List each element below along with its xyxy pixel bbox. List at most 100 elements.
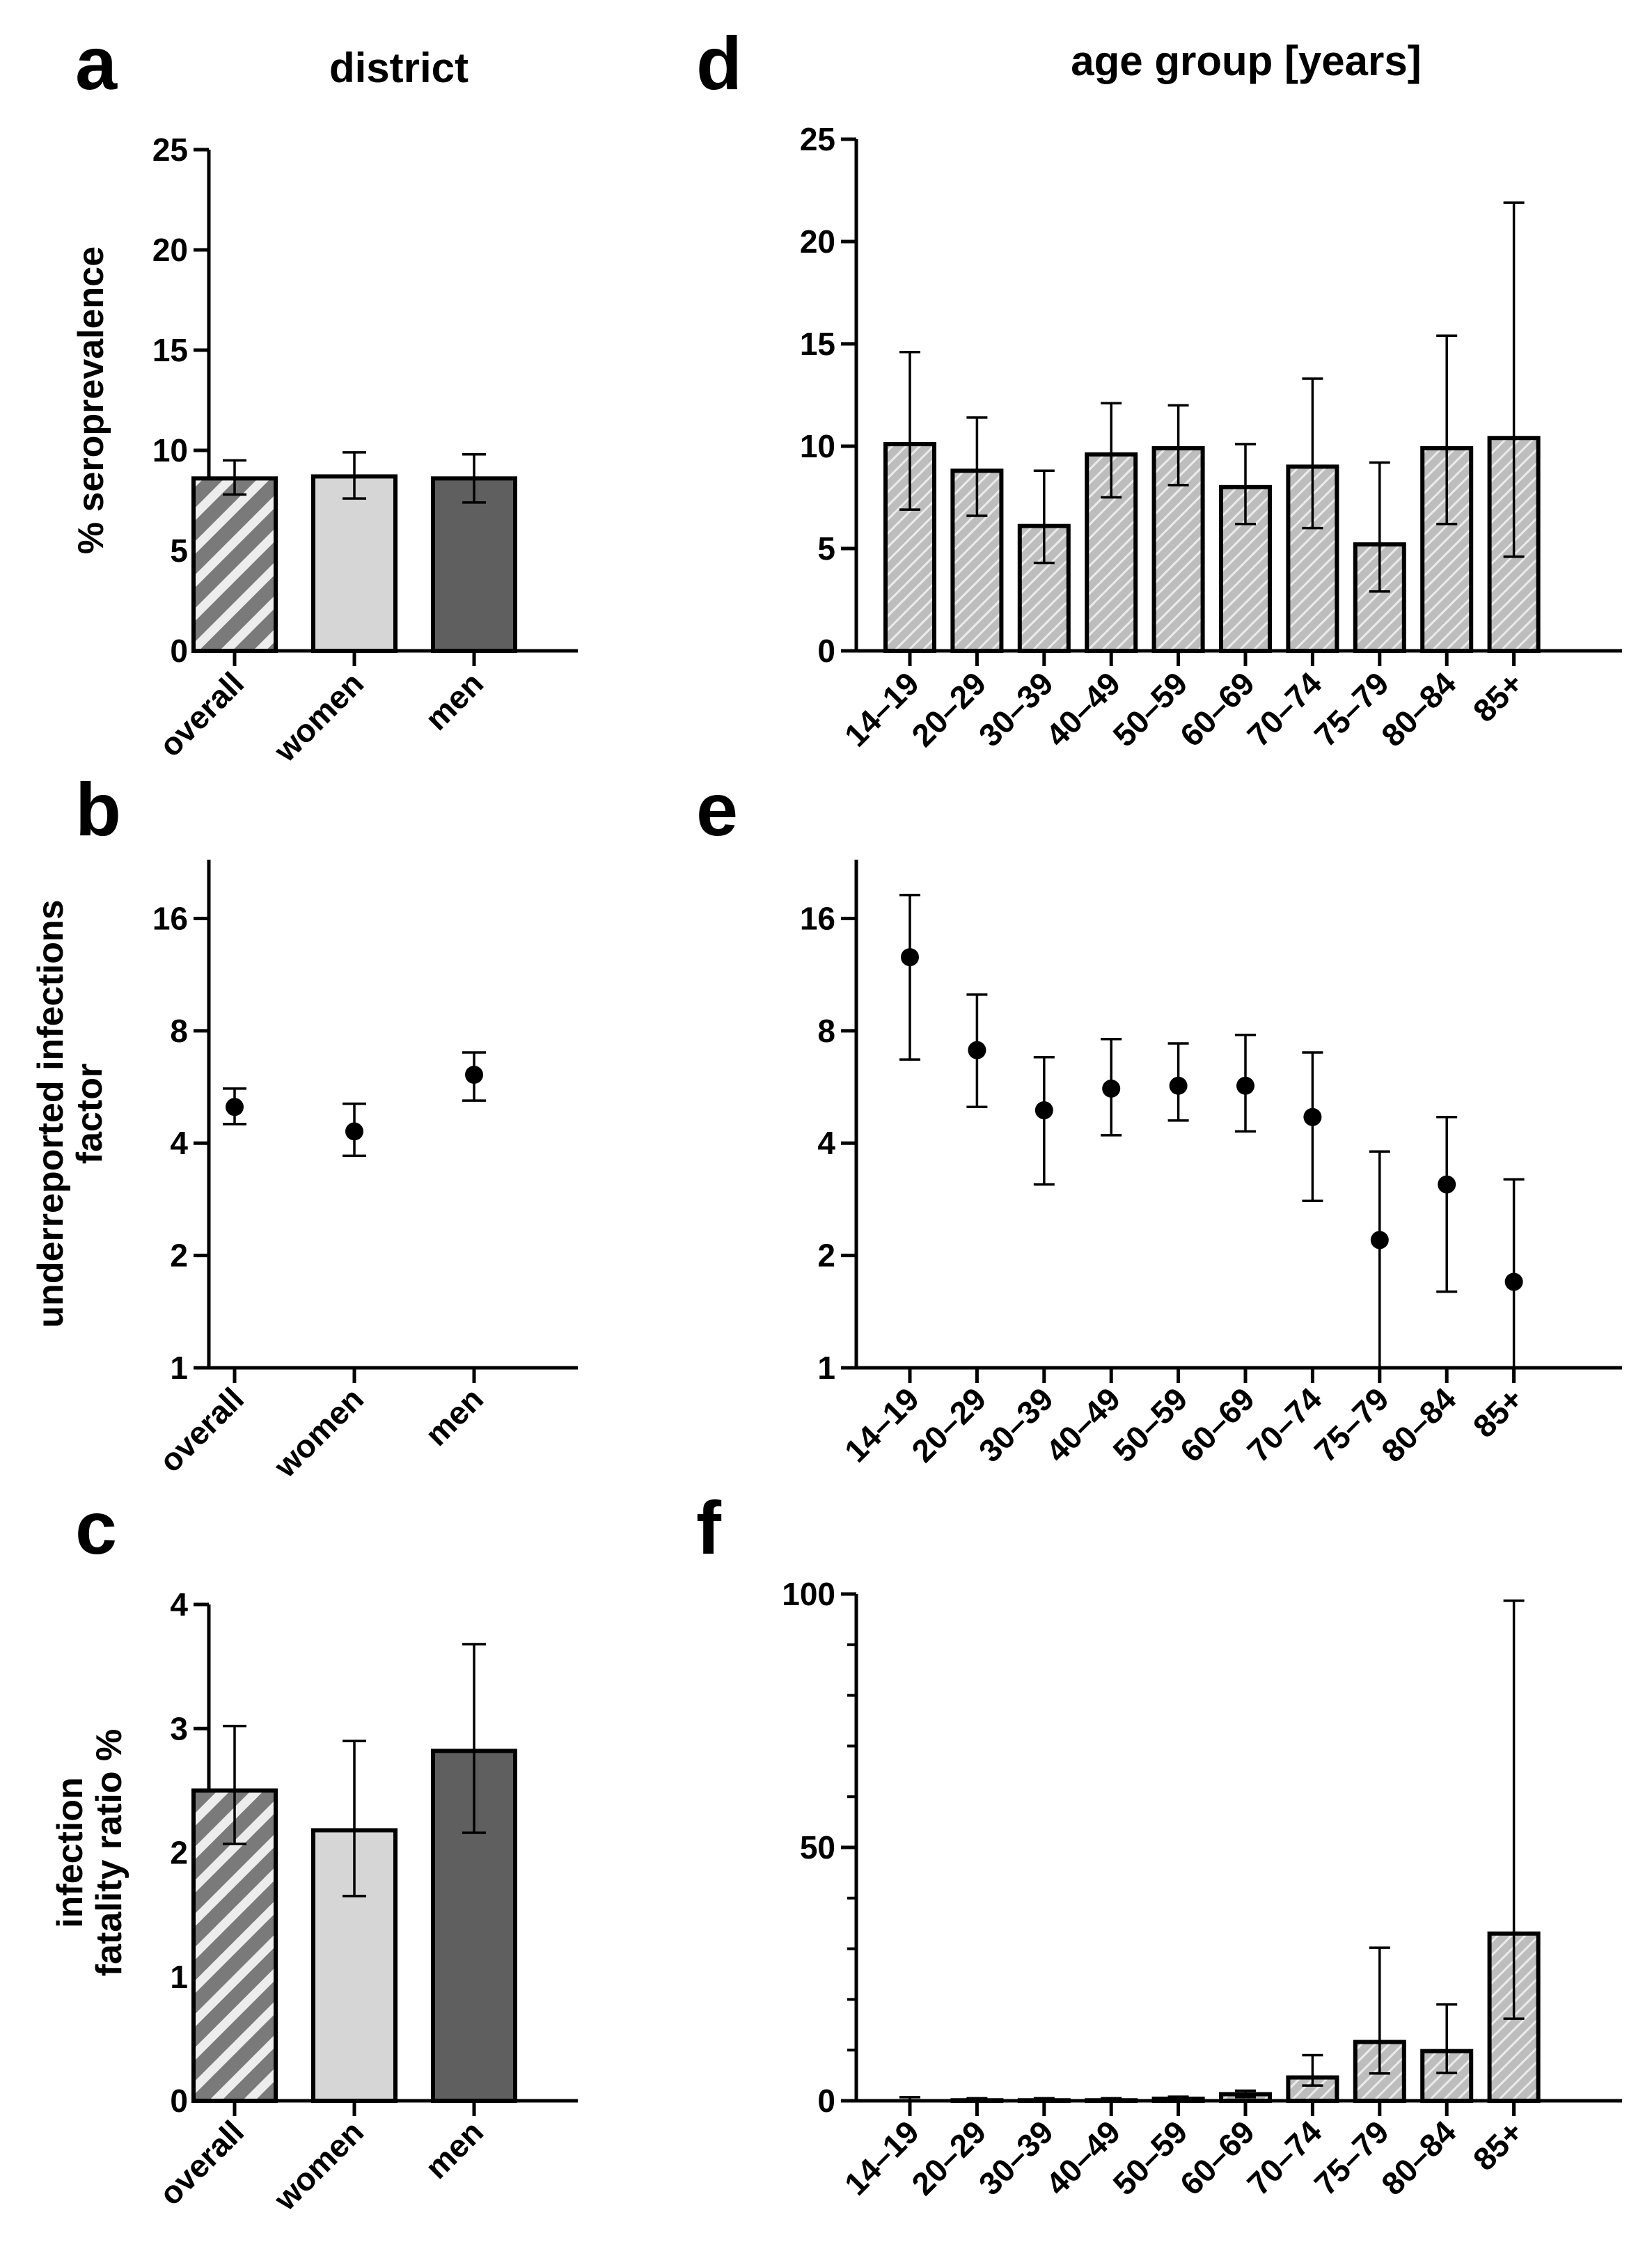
y-tick-label: 10 [800,428,835,464]
x-tick-label: 40–49 [1039,665,1127,753]
x-tick-label: 40–49 [1039,2113,1127,2202]
x-tick-label: 60–69 [1173,2113,1261,2202]
x-tick-label: 14–19 [837,665,926,753]
y-tick-label: 16 [800,900,835,936]
y-tick-label: 8 [817,1013,835,1049]
y-tick-label: 1 [170,1959,188,1995]
x-tick-label: 75–79 [1307,2113,1396,2202]
y-tick-label: 2 [170,1835,188,1871]
x-tick-label: 85+ [1466,665,1530,729]
x-tick-label: overall [152,665,251,764]
data-point [1438,1175,1456,1194]
x-tick-label: 60–69 [1173,1380,1261,1469]
panel-letter-e: e [696,767,738,851]
y-tick-label: 0 [170,633,188,669]
y-tick-label: 4 [170,1125,188,1161]
y-tick-label: 16 [152,900,188,936]
x-tick-label: women [267,1380,371,1485]
panel-a-seroprevalence-district: 0 5 10 15 20 25 % seroprevalence overall women me… [71,132,578,769]
x-tick-label: 70–74 [1240,1380,1329,1469]
bar [311,474,398,653]
data-point [465,1065,483,1084]
panel-c-ifr-district: 0 1 2 3 4 infectionfatality ratio % overall wom… [50,1586,578,2218]
panel-letter-b: b [75,767,121,851]
data-point [345,1122,363,1141]
y-tick-label: 1 [817,1350,835,1386]
y-axis-title-line: factor [70,1064,110,1164]
y-tick-label: 50 [800,1829,835,1865]
x-tick-label: women [267,665,371,769]
data-point [1504,1272,1523,1291]
x-tick-label: 20–29 [904,2113,993,2202]
data-point [901,948,919,967]
x-tick-label: 40–49 [1039,1380,1127,1469]
y-tick-label: 25 [800,121,835,157]
x-tick-label: men [418,2113,490,2186]
panel-letter-a: a [75,21,118,105]
y-tick-label: 2 [817,1238,835,1274]
panel-e-underreporting-age: 1 2 4 8 16 14–1920–2930–3940–4950–5960–6970–7… [800,860,1622,1469]
y-tick-label: 4 [817,1125,835,1161]
y-tick-label: 0 [817,633,835,669]
x-tick-label: 14–19 [837,2113,926,2202]
x-tick-label: 30–39 [972,1380,1060,1469]
column-title-age-group: age group [years] [1071,38,1421,84]
data-point [1035,1101,1053,1119]
x-tick-label: 70–74 [1240,2113,1329,2202]
x-tick-label: 20–29 [904,1380,993,1469]
x-tick-label: men [418,1380,490,1453]
bar [431,476,517,653]
y-tick-label: 4 [170,1586,188,1623]
data-point [1236,1076,1254,1095]
panel-d-seroprevalence-age: 0 5 10 15 20 25 14–1920–2930–3940–4950–5960–69… [800,121,1622,754]
x-tick-label: 20–29 [904,665,993,753]
panel-b-underreporting-district: 1 2 4 8 16 underreported infectionsfactor over… [31,860,578,1485]
x-tick-label: 80–84 [1374,2113,1463,2202]
x-tick-label: 30–39 [972,2113,1060,2202]
y-tick-label: 10 [152,432,188,468]
bar [191,476,278,653]
x-tick-label: women [267,2113,371,2218]
y-tick-label: 100 [782,1576,835,1612]
y-tick-label: 5 [817,530,835,567]
x-tick-label: 70–74 [1240,665,1329,754]
y-tick-label: 8 [170,1013,188,1049]
y-tick-label: 20 [800,223,835,260]
y-tick-label: 15 [800,326,835,362]
x-tick-label: 50–59 [1106,2113,1194,2202]
bar [1353,542,1406,653]
y-axis-title: % seroprevalence [71,246,111,554]
data-point [1169,1076,1188,1095]
y-axis-title-line: underreported infections [31,899,71,1327]
y-tick-label: 15 [152,332,188,368]
x-tick-label: 75–79 [1307,665,1396,753]
x-tick-label: 60–69 [1173,665,1261,753]
y-axis-title: infectionfatality ratio % [50,1729,129,1976]
y-tick-label: 0 [170,2083,188,2119]
x-tick-label: 14–19 [837,1380,926,1469]
column-title-district: district [329,45,469,91]
x-tick-label: men [418,665,490,737]
y-tick-label: 1 [170,1350,188,1386]
y-axis-title-line: fatality ratio % [89,1729,129,1976]
x-tick-label: 80–84 [1374,1380,1463,1469]
panel-f-ifr-age: 0 50 100 14–1920–2930–3940–4950–5960–6970–7… [782,1576,1622,2202]
bar [191,1788,278,2103]
y-axis-title-line: infection [50,1777,91,1928]
x-tick-label: 85+ [1466,2113,1530,2177]
panel-letter-d: d [696,21,742,105]
x-tick-label: 30–39 [972,665,1060,753]
y-axis-title-line: % seroprevalence [71,246,111,554]
data-point [1102,1079,1121,1098]
y-tick-label: 20 [152,232,188,268]
data-point [968,1041,986,1059]
x-tick-label: 50–59 [1106,665,1194,753]
data-point [1303,1107,1322,1126]
x-tick-label: 75–79 [1307,1380,1396,1469]
x-tick-label: 80–84 [1374,665,1463,754]
y-tick-label: 0 [817,2083,835,2119]
y-tick-label: 25 [152,132,188,168]
x-tick-label: 50–59 [1106,1380,1194,1469]
x-tick-label: overall [152,2113,251,2212]
data-point [226,1098,244,1117]
